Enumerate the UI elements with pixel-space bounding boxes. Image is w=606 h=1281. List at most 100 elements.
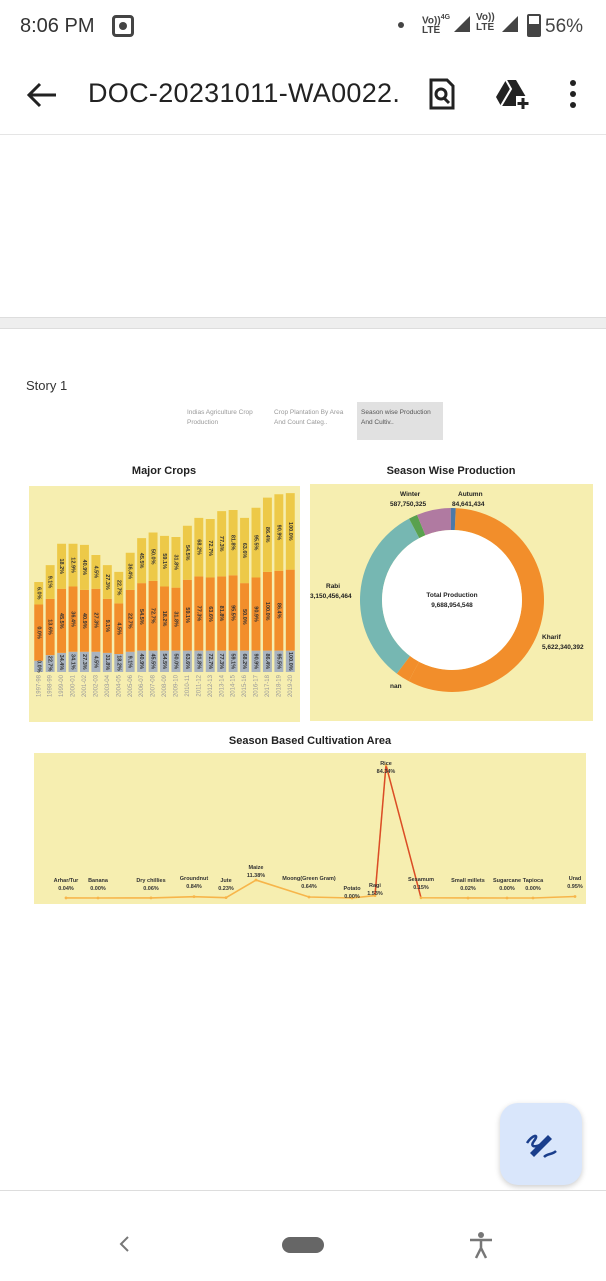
area-point-12[interactable] <box>505 896 509 900</box>
nav-home-pill[interactable] <box>282 1237 324 1253</box>
area-point-1[interactable] <box>96 896 100 900</box>
bar-gray-22[interactable] <box>285 650 295 672</box>
bar-orange-20[interactable] <box>262 571 272 651</box>
bar-orange-12[interactable] <box>171 587 181 651</box>
bar-gray-12[interactable] <box>171 650 181 672</box>
area-point-8[interactable] <box>373 894 377 897</box>
bar-orange-10[interactable] <box>148 580 158 651</box>
bar-orange-3[interactable] <box>68 586 78 652</box>
area-point-3[interactable] <box>192 895 196 899</box>
bar-orange-16[interactable] <box>217 576 227 651</box>
bar-orange-0[interactable] <box>34 604 44 661</box>
area-point-4[interactable] <box>224 896 228 900</box>
donut-slice-Rabi-2[interactable] <box>359 518 420 674</box>
area-point-9[interactable] <box>384 763 388 767</box>
bar-gray-9[interactable] <box>137 650 147 672</box>
bar-orange-22[interactable] <box>285 569 295 651</box>
bar-orange-1[interactable] <box>45 598 55 656</box>
bar-gray-19[interactable] <box>251 650 261 672</box>
bar-yellow-8[interactable] <box>125 552 135 590</box>
bar-yellow-11[interactable] <box>160 535 169 587</box>
bar-yellow-12[interactable] <box>171 537 181 588</box>
bar-orange-6[interactable] <box>102 598 112 653</box>
find-in-page-icon[interactable] <box>422 74 462 114</box>
area-point-6[interactable] <box>307 895 311 899</box>
tab-season-wise[interactable]: Season wise Production And Cultiv.. <box>357 402 443 440</box>
bar-orange-19[interactable] <box>251 577 261 651</box>
bar-gray-14[interactable] <box>194 650 204 672</box>
bar-yellow-1[interactable] <box>45 565 55 599</box>
bar-yellow-20[interactable] <box>262 497 272 572</box>
bar-gray-5[interactable] <box>91 651 101 672</box>
bar-orange-8[interactable] <box>125 589 135 652</box>
bar-gray-20[interactable] <box>262 650 272 672</box>
nav-back-icon[interactable] <box>116 1235 134 1253</box>
bar-orange-5[interactable] <box>91 588 101 652</box>
area-point-2[interactable] <box>149 896 153 900</box>
donut-slice-other-3[interactable] <box>409 514 426 539</box>
bar-yellow-15[interactable] <box>205 519 215 578</box>
bar-gray-21[interactable] <box>274 650 284 672</box>
bar-gray-17[interactable] <box>228 650 238 672</box>
bar-orange-14[interactable] <box>194 576 204 651</box>
area-point-0[interactable] <box>64 896 68 900</box>
area-point-13[interactable] <box>531 896 535 900</box>
area-point-11[interactable] <box>466 896 470 900</box>
bar-yellow-16[interactable] <box>217 511 227 577</box>
bar-gray-16[interactable] <box>217 650 227 672</box>
bar-yellow-21[interactable] <box>274 494 284 571</box>
bar-yellow-0[interactable] <box>34 582 44 605</box>
more-vert-icon[interactable] <box>553 74 593 114</box>
bar-gray-6[interactable] <box>102 652 112 672</box>
bar-gray-13[interactable] <box>182 650 192 672</box>
annotate-button[interactable] <box>500 1103 582 1185</box>
bar-gray-11[interactable] <box>160 650 169 672</box>
bar-yellow-9[interactable] <box>137 538 147 584</box>
bar-orange-11[interactable] <box>160 586 169 651</box>
bar-yellow-2[interactable] <box>57 543 67 589</box>
bar-orange-15[interactable] <box>205 577 215 651</box>
back-arrow-icon[interactable] <box>24 78 60 112</box>
tab-crop-plantation[interactable]: Crop Plantation By Area And Count Categ.… <box>274 409 344 426</box>
bar-gray-7[interactable] <box>114 654 124 672</box>
bar-gray-10[interactable] <box>148 650 158 672</box>
bar-gray-15[interactable] <box>205 650 215 672</box>
bar-yellow-18[interactable] <box>240 517 250 584</box>
area-point-10[interactable] <box>419 896 423 900</box>
accessibility-icon[interactable] <box>468 1231 494 1259</box>
bar-yellow-7[interactable] <box>114 571 124 604</box>
bar-yellow-4[interactable] <box>79 544 89 590</box>
bar-orange-9[interactable] <box>137 583 147 651</box>
bar-yellow-5[interactable] <box>91 555 101 589</box>
bar-yellow-13[interactable] <box>182 525 192 580</box>
bar-gray-1[interactable] <box>45 655 55 672</box>
donut-slice-Winter-4[interactable] <box>417 508 452 536</box>
bar-yellow-22[interactable] <box>285 493 295 570</box>
bar-orange-17[interactable] <box>228 575 238 651</box>
bar-gray-8[interactable] <box>125 651 135 672</box>
area-point-5[interactable] <box>254 878 258 882</box>
bar-gray-4[interactable] <box>79 651 89 672</box>
bar-orange-4[interactable] <box>79 589 89 652</box>
bar-yellow-3[interactable] <box>68 543 78 587</box>
bar-gray-0[interactable] <box>34 660 44 672</box>
bar-yellow-10[interactable] <box>148 532 158 581</box>
bar-orange-18[interactable] <box>240 583 250 651</box>
donut-slice-Autumn-5[interactable] <box>450 508 456 531</box>
bar-yellow-14[interactable] <box>194 517 204 577</box>
bar-gray-18[interactable] <box>240 650 250 672</box>
bar-gray-3[interactable] <box>68 651 78 672</box>
bar-orange-2[interactable] <box>57 588 67 653</box>
tab-crop-production[interactable]: Indias Agriculture Crop Production <box>187 409 253 426</box>
bar-yellow-6[interactable] <box>102 565 112 599</box>
area-point-14[interactable] <box>573 895 577 898</box>
bar-gray-2[interactable] <box>57 652 67 672</box>
bar-orange-7[interactable] <box>114 603 124 654</box>
area-point-7[interactable] <box>350 896 354 900</box>
bar-orange-13[interactable] <box>182 579 192 651</box>
donut-slice-Kharif-0[interactable] <box>408 508 544 692</box>
bar-orange-21[interactable] <box>274 570 284 651</box>
bar-yellow-19[interactable] <box>251 507 261 578</box>
bar-yellow-17[interactable] <box>228 510 238 576</box>
donut-slice-nan-1[interactable] <box>396 655 420 682</box>
